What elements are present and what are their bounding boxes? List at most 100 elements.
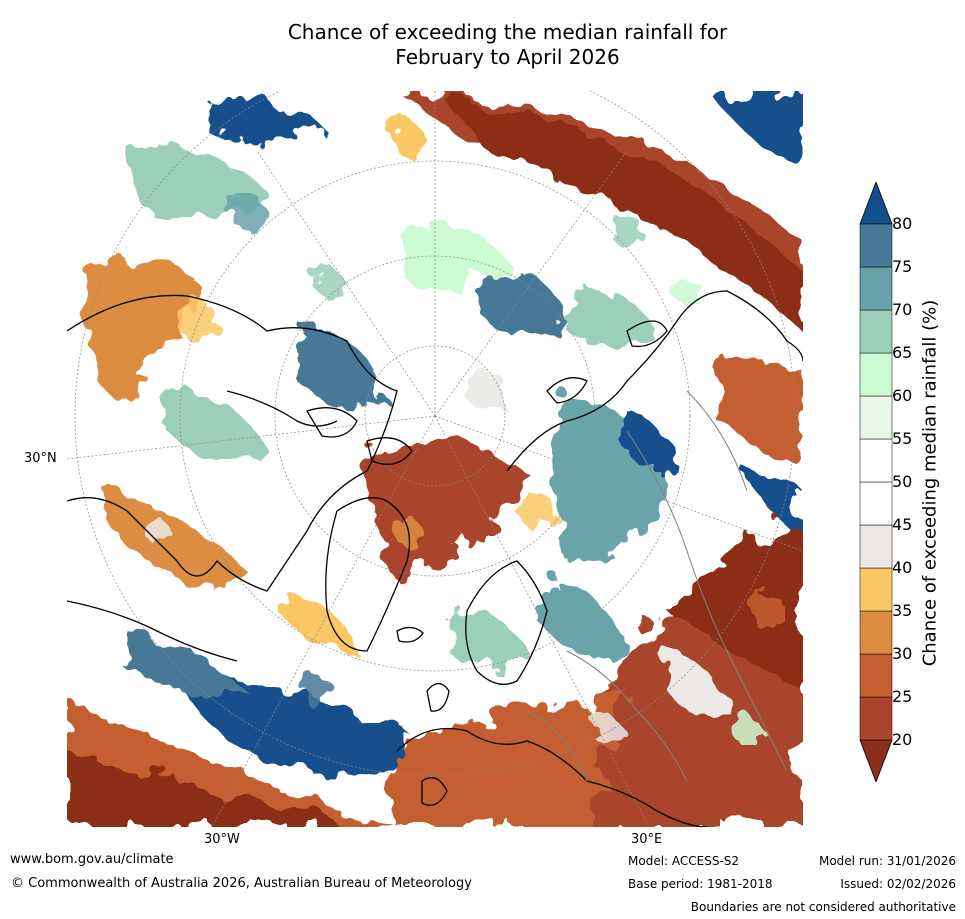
- field-dry-east: [717, 357, 803, 471]
- field-dry-nw: [85, 258, 197, 401]
- footer-copyright: © Commonwealth of Australia 2026, Austra…: [11, 876, 472, 891]
- colorbar-svg: [859, 180, 893, 784]
- coast-north-america: [67, 294, 398, 592]
- colorbar-tick-55: 55: [892, 429, 913, 448]
- colorbar-bin-25-30: [859, 653, 893, 698]
- coastlines: [67, 290, 803, 827]
- rainfall-speckle: [145, 193, 785, 745]
- field-light-dry-top: [387, 111, 429, 171]
- colorbar-bin-40-45: [859, 524, 893, 569]
- title-line-2: February to April 2026: [395, 45, 620, 69]
- colorbar-tick-30: 30: [892, 644, 913, 663]
- footer-model-run: Model run: 31/01/2026: [818, 854, 956, 868]
- field-very-wet-siberia: [627, 411, 677, 474]
- field-dry-med: [387, 691, 627, 827]
- colorbar-tick-65: 65: [892, 343, 913, 362]
- border-russia-south: [626, 430, 788, 772]
- coast-greenland: [325, 497, 411, 652]
- coast-us-east: [67, 600, 238, 662]
- field-light-dry-atl: [287, 591, 357, 651]
- colorbar-tick-40: 40: [892, 558, 913, 577]
- colorbar-bin-60-65: [859, 352, 893, 397]
- borders: [526, 390, 788, 782]
- rainfall-field: [67, 91, 803, 827]
- colorbar-label: Chance of exceeding median rainfall (%): [919, 299, 941, 667]
- colorbar-tick-35: 35: [892, 601, 913, 620]
- field-wet-canada: [297, 321, 387, 408]
- footer-disclaimer: Boundaries are not considered authoritat…: [690, 900, 956, 914]
- coast-new-siberian: [626, 320, 668, 348]
- coast-europe: [396, 727, 708, 827]
- field-wet-eurasia: [547, 571, 627, 658]
- graticule-meridian-30w: [211, 415, 436, 827]
- colorbar-bin-35-40: [859, 567, 893, 612]
- colorbar: [858, 180, 894, 784]
- field-light-wet-canada-w: [167, 391, 267, 458]
- chart-title: Chance of exceeding the median rainfall …: [150, 20, 865, 70]
- colorbar-bin-55-60: [859, 395, 893, 440]
- field-very-dry-north-arc: [447, 101, 803, 331]
- footer-model: Model: ACCESS-S2: [628, 854, 740, 868]
- graticule: [67, 91, 803, 827]
- colorbar-tick-20: 20: [892, 730, 913, 749]
- colorbar-extend-top: [859, 180, 893, 225]
- graticule-meridian-west: [67, 415, 436, 460]
- colorbar-tick-60: 60: [892, 386, 913, 405]
- border-asia-1: [686, 390, 748, 492]
- graticule-lat-80: [364, 345, 506, 487]
- field-wet-atlantic-w: [127, 631, 247, 694]
- graticule-lat-50: [74, 91, 796, 777]
- colorbar-tick-80: 80: [892, 214, 913, 233]
- coast-iberia: [421, 777, 448, 806]
- field-very-dry-se: [667, 511, 803, 691]
- coast-siberia: [506, 290, 803, 472]
- graticule-meridian-nw: [256, 150, 436, 417]
- colorbar-bin-50-55: [859, 438, 893, 483]
- coast-novaya-zemlya: [546, 377, 588, 404]
- coast-scandinavia: [465, 560, 548, 685]
- map-svg: [67, 91, 803, 827]
- graticule-meridian-30e: [434, 415, 650, 827]
- coast-arch-2: [366, 437, 413, 465]
- coast-uk: [426, 682, 450, 712]
- colorbar-tick-25: 25: [892, 687, 913, 706]
- colorbar-bin-30-35: [859, 610, 893, 655]
- field-very-wet-pacific-n: [207, 99, 327, 146]
- lon-label-30e: 30°E: [631, 832, 663, 847]
- field-light-wet-siberia-n: [567, 289, 657, 346]
- field-neutral-se: [667, 651, 727, 714]
- lon-label-30w: 30°W: [204, 832, 240, 847]
- footer-base-period: Base period: 1981-2018: [628, 877, 773, 891]
- border-europe-2: [526, 710, 588, 782]
- field-dry-sw-ring: [67, 701, 397, 827]
- colorbar-tick-75: 75: [892, 257, 913, 276]
- coast-iceland: [396, 626, 424, 643]
- colorbar-extend-bottom: [859, 739, 893, 784]
- footer-issued: Issued: 02/02/2026: [840, 877, 956, 891]
- graticule-meridian-ne: [434, 150, 628, 417]
- field-very-dry-sw: [67, 741, 367, 827]
- colorbar-bin-45-50: [859, 481, 893, 526]
- field-dry-greenland-sea: [367, 439, 527, 581]
- field-very-wet-ne-corner: [707, 91, 803, 171]
- coast-arch-1: [306, 407, 358, 438]
- colorbar-tick-50: 50: [892, 472, 913, 491]
- field-very-wet-east-edge: [747, 471, 803, 531]
- field-light-wet-scand: [447, 609, 527, 666]
- colorbar-tick-70: 70: [892, 300, 913, 319]
- colorbar-bin-70-75: [859, 266, 893, 311]
- field-light-wet-arctic: [397, 225, 507, 288]
- field-dry-west: [105, 491, 247, 589]
- rainfall-map: [67, 91, 803, 827]
- field-wet-arctic: [487, 269, 567, 336]
- colorbar-tick-45: 45: [892, 515, 913, 534]
- colorbar-bin-20-25: [859, 696, 893, 741]
- graticule-meridian-east: [434, 415, 803, 552]
- footer-website: www.bom.gov.au/climate: [10, 852, 174, 867]
- lat-label-30n: 30°N: [24, 451, 57, 466]
- colorbar-bin-75-80: [859, 223, 893, 268]
- title-line-1: Chance of exceeding the median rainfall …: [287, 20, 728, 44]
- coast-alaska: [226, 390, 338, 427]
- colorbar-bin-65-70: [859, 309, 893, 354]
- border-europe-1: [566, 650, 688, 782]
